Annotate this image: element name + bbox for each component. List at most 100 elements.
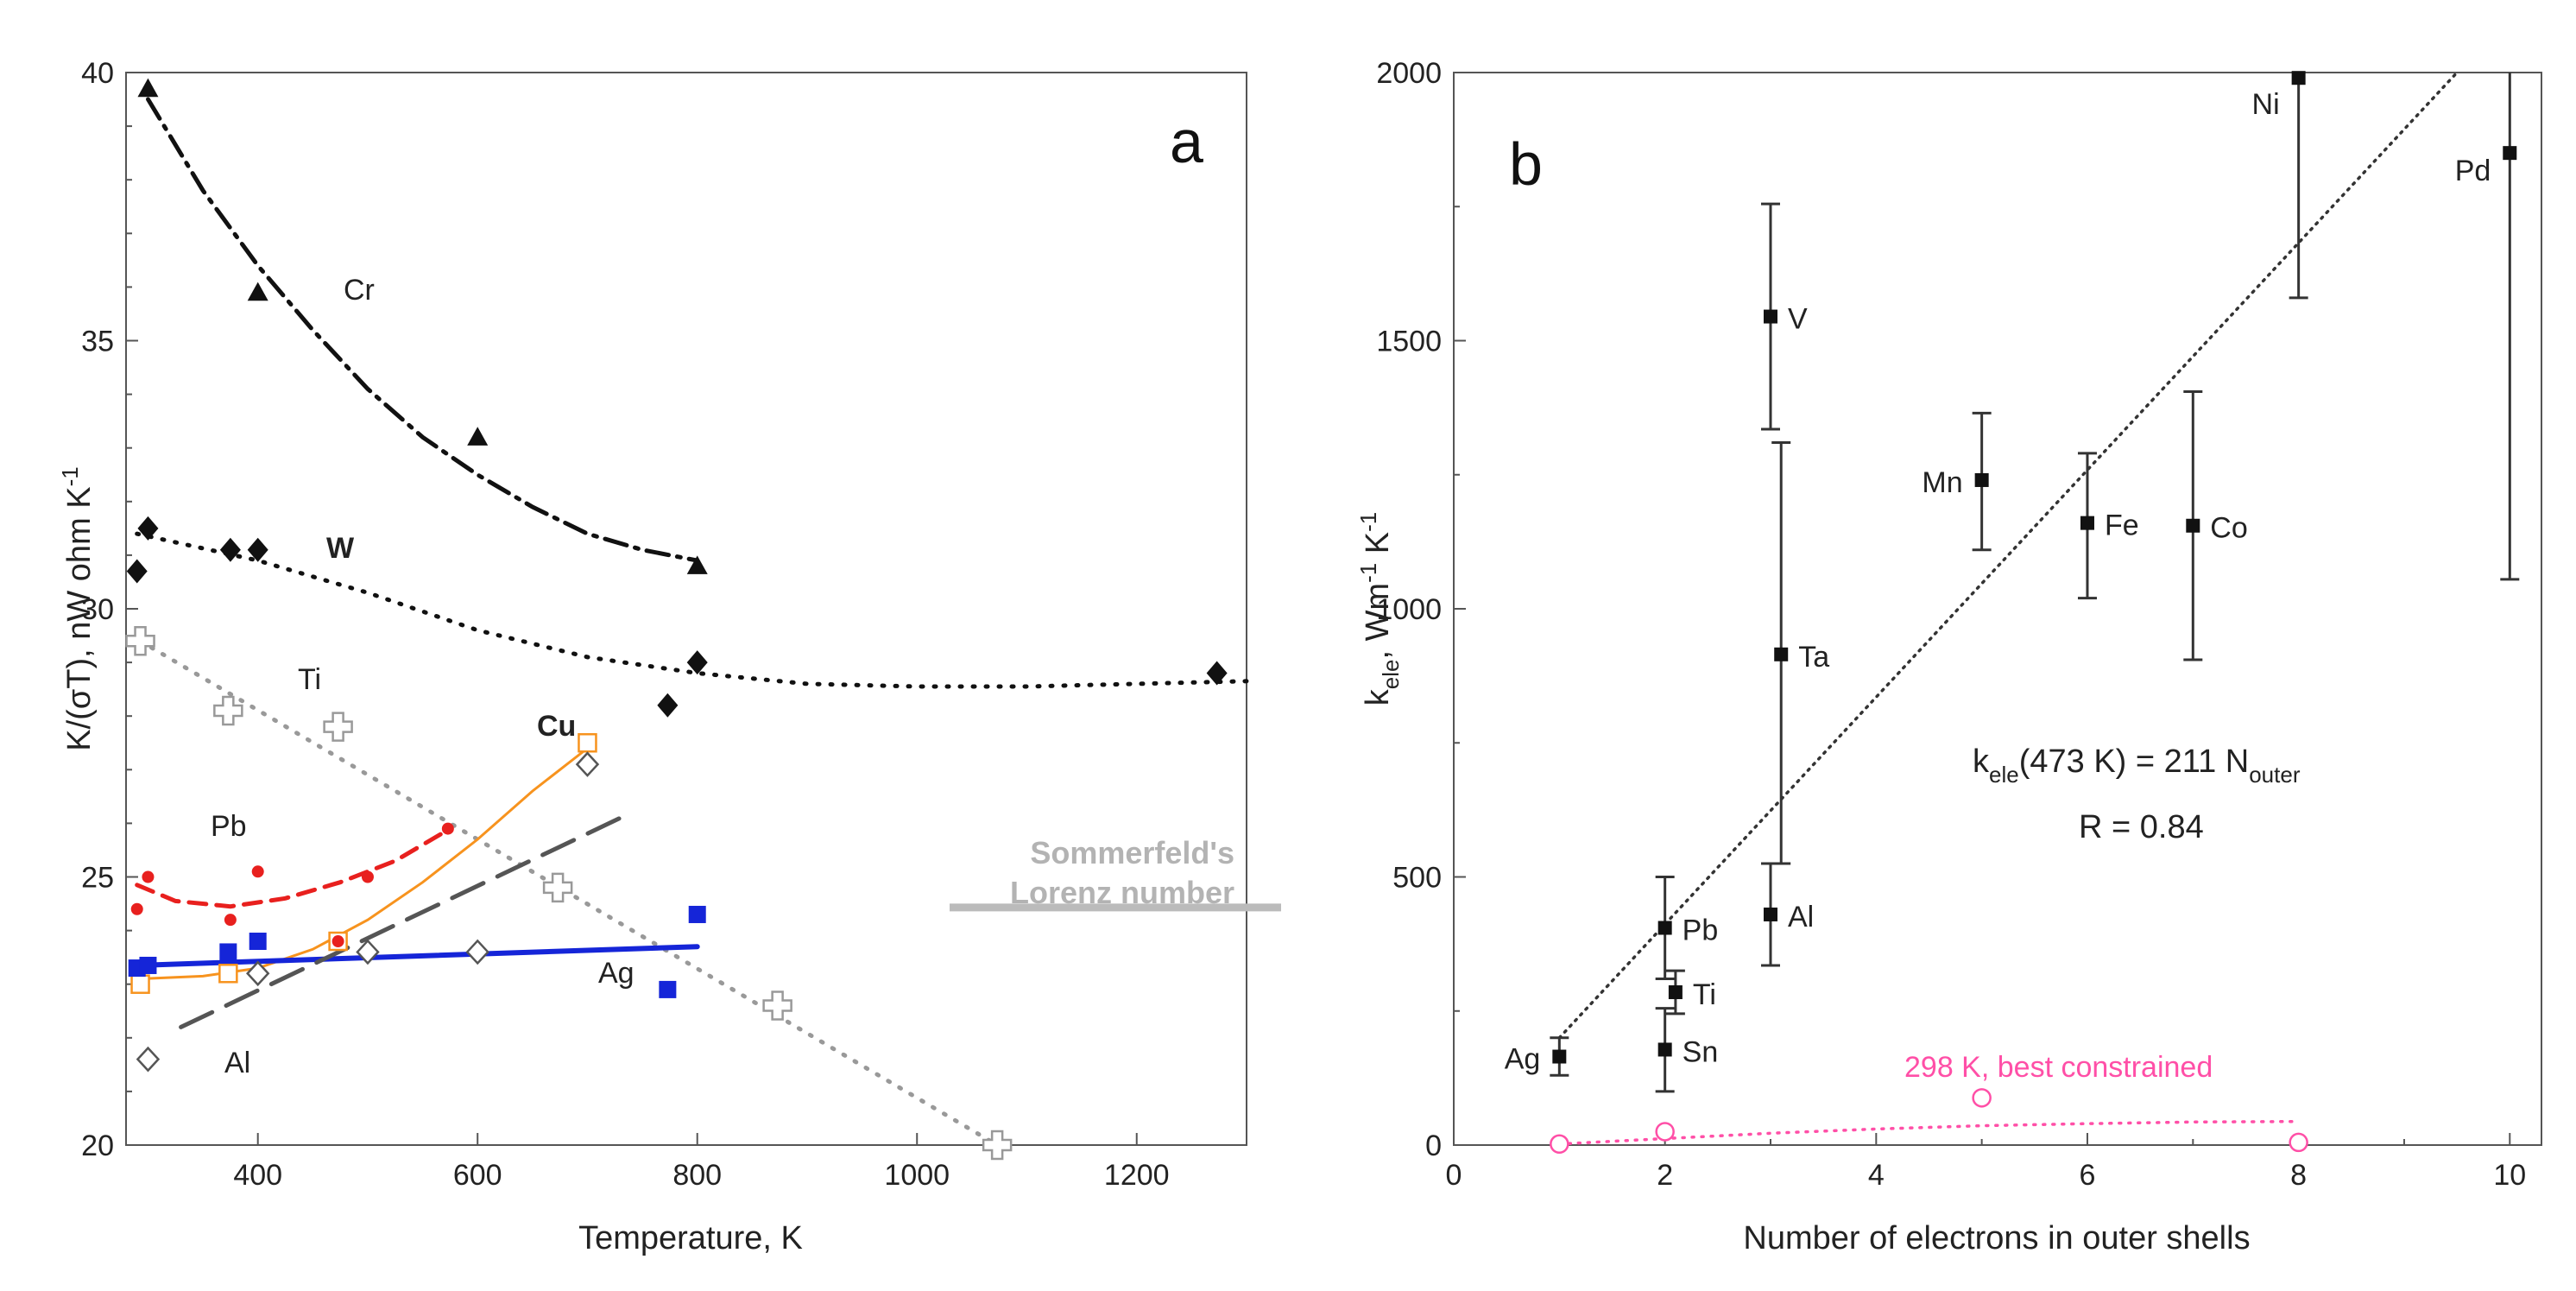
panel-a-x-tick-label: 800 [672,1159,722,1192]
panel-b-x-tick-label: 8 [2290,1159,2307,1192]
data-point-ag: Ag [1505,1036,1569,1077]
panel-a-x-axis-label: Temperature, K [578,1220,803,1256]
point-label-fe: Fe [2105,509,2139,542]
data-point-sn: Sn [1655,1007,1719,1093]
point-label-sn: Sn [1683,1035,1719,1068]
point-label-pb: Pb [1683,914,1719,946]
point-ti [542,872,573,903]
point-cu [218,964,238,984]
fit-equation-sub: ele [1989,762,2019,788]
point-label-v: V [1788,303,1808,336]
panel-a-y-axis-label: K/(σT), nW ohm K-1 [57,466,98,751]
point-label-mn: Mn [1922,466,1962,499]
panel-a-y-tick-label: 40 [81,57,114,90]
fit-line-pb [135,826,452,909]
point-w [137,516,159,541]
series-label-cr: Cr [344,274,375,307]
panel-b-y-axis-label: kele, Wm-1 K-1 [1355,512,1404,706]
point-w [1206,661,1228,686]
point-label-ti: Ti [1693,978,1716,1011]
point-w [219,537,241,562]
point-label-ta: Ta [1798,641,1829,674]
fit-line-ti [138,638,1000,1148]
marker-ag [1552,1049,1567,1064]
point-ag [659,980,677,998]
point-ti [213,695,243,726]
panel-a-y-tick-label: 35 [81,326,114,358]
panel-b-x-axis-label: Number of electrons in outer shells [1743,1220,2250,1256]
point-pb [224,914,237,927]
panel-b-y-axis-label-exp2: -1 [1355,512,1381,532]
panel-b-x-tick-label: 10 [2493,1159,2526,1192]
panel-b-ticks: 0 2 4 6 8 10 0 500 1000 1500 2000 [1376,57,2526,1192]
panel-b-data-points: Ag Pb Ti Sn V Ta Al Mn Fe Co Ni Pd [1505,71,2520,1093]
panel-a-y-axis-label-exponent: -1 [57,466,83,486]
fit-line-linear [1557,71,2459,1040]
fit-line-ag [134,944,700,968]
panel-a-fit-lines [134,97,1249,1148]
fit-line-al [179,815,623,1029]
point-pb [130,902,143,915]
point-ag [688,905,706,923]
panel-a-x-tick-label: 1200 [1104,1159,1170,1192]
series-label-w: W [326,532,355,565]
panel-b-y-tick-label: 1000 [1376,593,1442,626]
point-pb [361,870,374,883]
point-pb [251,865,264,878]
panel-a-data-points [125,78,1228,1161]
point-w [247,537,268,562]
data-point-al: Al [1760,862,1814,967]
series-label-cu: Cu [537,710,576,743]
point-w [686,650,708,675]
point-ti [762,990,792,1021]
point-w [657,693,679,718]
panel-a-plot-frame [125,72,1247,1146]
secondary-point [1972,1088,1992,1108]
point-cu [578,733,597,753]
point-ti [323,712,353,742]
secondary-point [2289,1132,2308,1153]
panel-b-x-tick-label: 4 [1868,1159,1885,1192]
panel-b-y-axis-label-unit2: K [1360,532,1396,563]
marker-pb [1657,921,1672,935]
point-ag [139,956,157,974]
point-w [126,559,148,584]
point-cu [130,974,150,994]
data-point-ta: Ta [1771,440,1829,865]
fit-equation: kele(473 K) = 211 Nouter [1973,744,2301,788]
point-al [246,960,270,987]
panel-b-y-tick-label: 500 [1392,862,1442,895]
point-pb [441,822,454,835]
panel-b-x-tick-label: 2 [1657,1159,1673,1192]
point-ti [125,626,155,656]
point-al [575,751,600,777]
point-ti [982,1130,1013,1161]
fit-equation-sub2: outer [2249,762,2301,788]
panel-b: b Number of electrons in outer shells ke… [1355,57,2542,1256]
secondary-series-label: 298 K, best constrained [1904,1051,2213,1084]
marker-al [1763,907,1777,921]
point-cr [137,78,159,98]
series-label-al: Al [224,1047,250,1079]
marker-ta [1774,647,1789,661]
point-pb [331,935,344,948]
panel-a-y-tick-label: 25 [81,862,114,895]
series-label-ag: Ag [598,957,635,990]
panel-a-ticks: 400 600 800 1000 1200 20 25 30 35 40 [81,57,1169,1192]
secondary-point [1655,1122,1675,1142]
panel-a-y-tick-label: 30 [81,593,114,626]
data-point-ti: Ti [1665,969,1716,1016]
data-point-mn: Mn [1922,411,1992,552]
point-al [136,1046,161,1073]
panel-b-label: b [1509,130,1543,198]
point-label-ag: Ag [1505,1043,1541,1076]
marker-sn [1657,1042,1672,1057]
point-label-co: Co [2210,512,2247,545]
point-ag [249,933,267,951]
point-label-al: Al [1788,901,1814,933]
fit-line-w [135,531,1249,689]
point-ag [219,943,237,961]
marker-co [2186,518,2200,533]
point-label-ni: Ni [2252,88,2280,121]
